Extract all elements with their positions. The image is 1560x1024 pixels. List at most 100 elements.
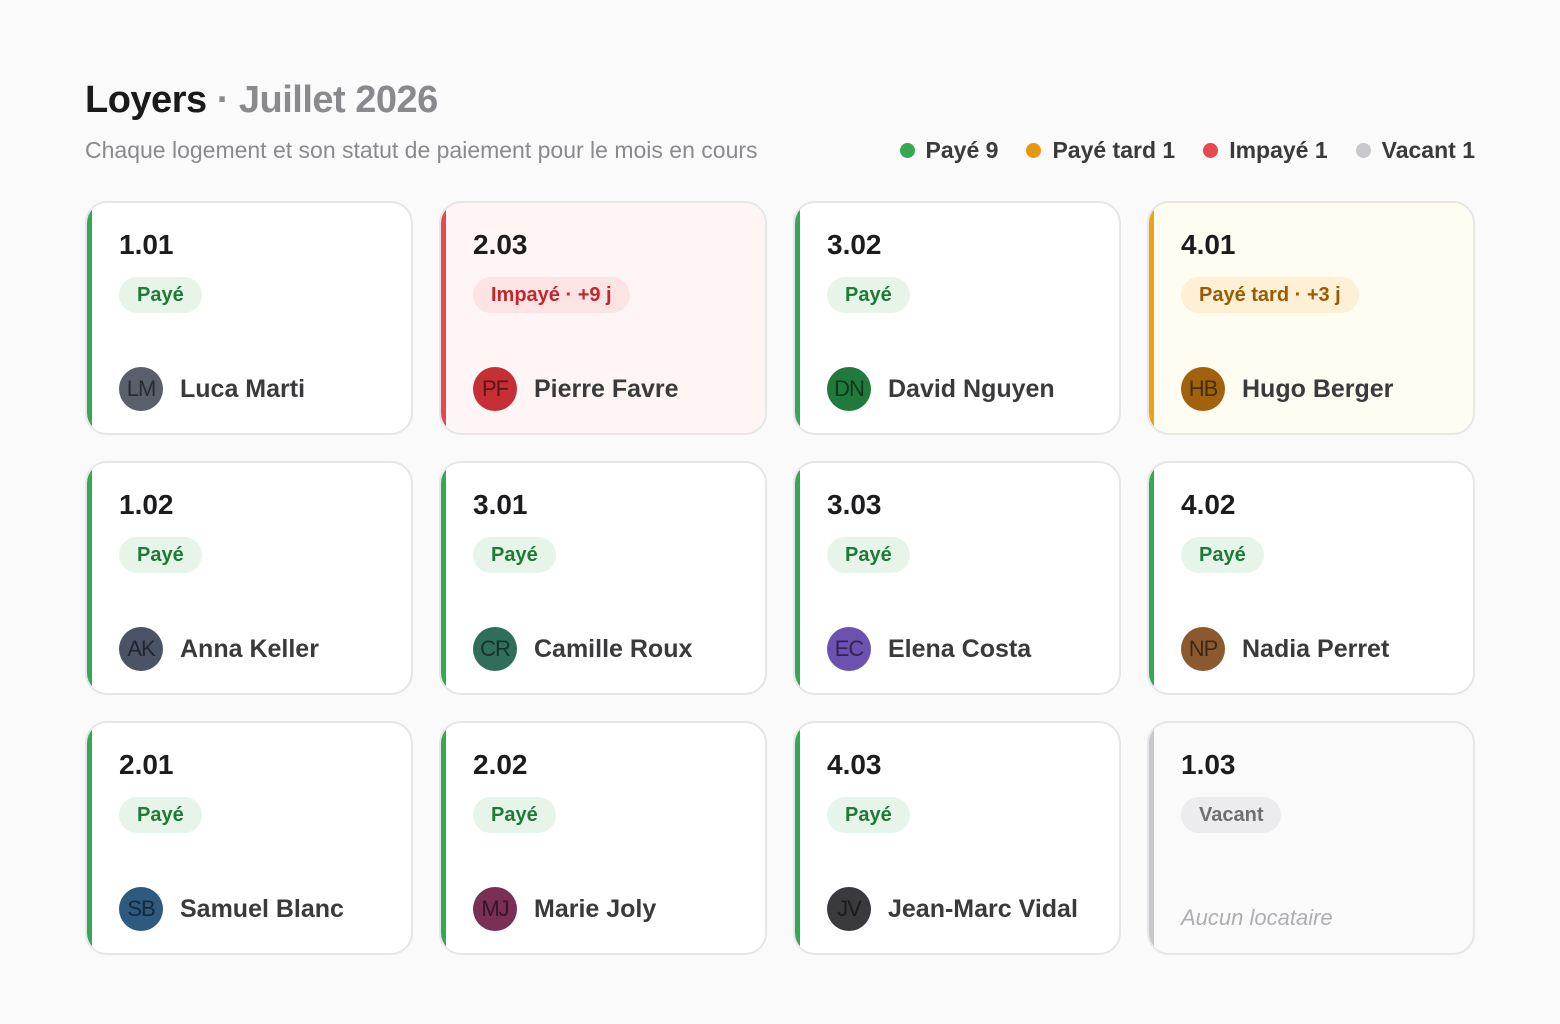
status-badge: Payé [119,537,202,573]
unit-number: 3.03 [827,489,882,520]
legend-item: Payé tard 1 [1026,137,1175,164]
unit-number: 2.03 [473,229,528,260]
tenant-name: Samuel Blanc [180,894,344,923]
unit-card[interactable]: 2.03 Impayé · +9 j PF Pierre Favre [439,201,767,435]
status-badge: Payé [119,277,202,313]
legend-text: Impayé 1 [1229,137,1327,164]
status-legend: Payé 9 Payé tard 1 Impayé 1 Vacant 1 [899,137,1475,164]
tenant-name: Anna Keller [180,634,319,663]
status-badge: Impayé · +9 j [473,277,630,313]
legend-count: 1 [1314,136,1328,163]
legend-count: 9 [985,136,999,163]
unit-card[interactable]: 1.01 Payé LM Luca Marti [85,201,413,435]
status-badge: Vacant [1181,797,1282,833]
tenant-row: PF Pierre Favre [473,367,679,411]
legend-text: Payé 9 [926,137,999,164]
tenant-row: LM Luca Marti [119,367,305,411]
status-badge: Payé [473,797,556,833]
legend-label: Payé tard [1052,136,1157,163]
unit-card[interactable]: 3.03 Payé EC Elena Costa [793,461,1121,695]
tenant-name: Hugo Berger [1242,374,1394,403]
unit-number: 2.01 [119,749,174,780]
tenant-row: EC Elena Costa [827,627,1031,671]
tenant-row: MJ Marie Joly [473,887,656,931]
legend-text: Vacant 1 [1382,137,1475,164]
tenant-row: JV Jean-Marc Vidal [827,887,1078,931]
unit-card[interactable]: 1.03 Vacant Aucun locataire [1147,721,1475,955]
tenant-row: AK Anna Keller [119,627,319,671]
unit-card[interactable]: 2.01 Payé SB Samuel Blanc [85,721,413,955]
unit-number: 3.01 [473,489,528,520]
unit-number: 1.01 [119,229,174,260]
status-badge: Payé [827,797,910,833]
legend-dot-icon [899,142,915,158]
status-badge: Payé [119,797,202,833]
avatar: PF [473,367,517,411]
unit-card[interactable]: 4.01 Payé tard · +3 j HB Hugo Berger [1147,201,1475,435]
unit-number: 2.02 [473,749,528,780]
tenant-name: Elena Costa [888,634,1032,663]
avatar: NP [1181,627,1225,671]
unit-card[interactable]: 2.02 Payé MJ Marie Joly [439,721,767,955]
avatar: DN [827,367,871,411]
legend-dot-icon [1026,142,1042,158]
legend-label: Payé [925,136,980,163]
no-tenant-label: Aucun locataire [1181,905,1333,930]
avatar: HB [1181,367,1225,411]
status-badge: Payé [473,537,556,573]
header: Loyers · Juillet 2026 Chaque logement et… [85,78,1475,166]
tenant-row: CR Camille Roux [473,627,692,671]
avatar: CR [473,627,517,671]
unit-card[interactable]: 1.02 Payé AK Anna Keller [85,461,413,695]
tenant-name: Jean-Marc Vidal [888,894,1078,923]
subtitle-row: Chaque logement et son statut de paiemen… [85,134,1475,166]
tenant-row: DN David Nguyen [827,367,1055,411]
tenant-row: NP Nadia Perret [1181,627,1389,671]
unit-number: 4.01 [1181,229,1236,260]
unit-number: 1.03 [1181,749,1236,780]
tenant-name: Nadia Perret [1242,634,1390,663]
tenant-name: David Nguyen [888,374,1055,403]
unit-card[interactable]: 3.02 Payé DN David Nguyen [793,201,1121,435]
legend-item: Payé 9 [899,137,999,164]
avatar: MJ [473,887,517,931]
tenant-name: Pierre Favre [534,374,679,403]
unit-number: 3.02 [827,229,882,260]
legend-item: Vacant 1 [1355,137,1475,164]
page-subtitle: Chaque logement et son statut de paiemen… [85,136,758,163]
legend-count: 1 [1162,136,1176,163]
title-separator: · [216,79,230,121]
avatar: SB [119,887,163,931]
legend-dot-icon [1355,142,1371,158]
legend-label: Vacant [1381,136,1456,163]
avatar: LM [119,367,163,411]
legend-count: 1 [1462,136,1475,163]
legend-dot-icon [1203,142,1219,158]
title-label: Loyers [85,79,207,121]
unit-number: 4.02 [1181,489,1236,520]
avatar: JV [827,887,871,931]
unit-number: 4.03 [827,749,882,780]
unit-number: 1.02 [119,489,174,520]
status-badge: Payé [827,537,910,573]
tenant-name: Camille Roux [534,634,693,663]
status-badge: Payé tard · +3 j [1181,277,1359,313]
tenant-row: SB Samuel Blanc [119,887,344,931]
avatar: EC [827,627,871,671]
legend-text: Payé tard 1 [1052,137,1175,164]
status-badge: Payé [827,277,910,313]
unit-card[interactable]: 4.03 Payé JV Jean-Marc Vidal [793,721,1121,955]
avatar: AK [119,627,163,671]
units-grid: 1.01 Payé LM Luca Marti 2.03 Impayé · +9 j PF P… [85,201,1475,955]
period-label: Juillet 2026 [238,79,438,121]
legend-item: Impayé 1 [1203,137,1328,164]
tenant-name: Luca Marti [180,374,306,403]
page-title: Loyers · Juillet 2026 [85,78,1475,122]
legend-label: Impayé [1229,136,1309,163]
status-badge: Payé [1181,537,1264,573]
tenant-row: HB Hugo Berger [1181,367,1393,411]
tenant-name: Marie Joly [534,894,657,923]
unit-card[interactable]: 3.01 Payé CR Camille Roux [439,461,767,695]
unit-card[interactable]: 4.02 Payé NP Nadia Perret [1147,461,1475,695]
